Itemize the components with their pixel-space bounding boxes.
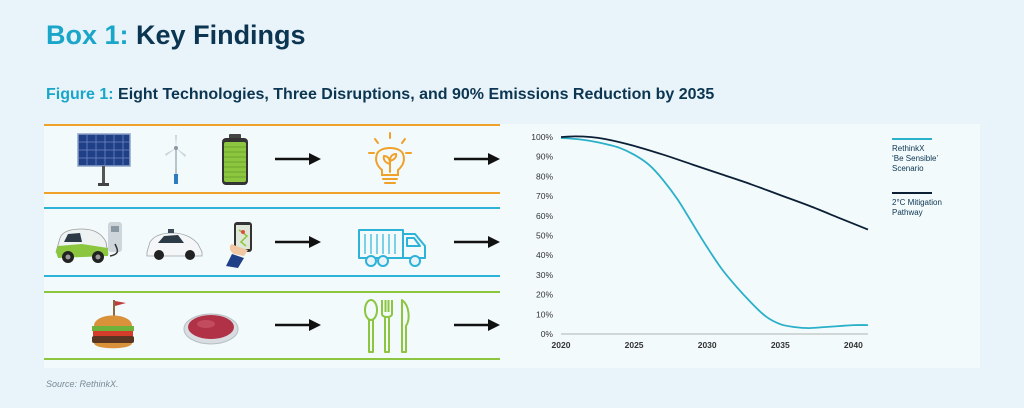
wind-turbine-icon [165,135,186,184]
source-note: Source: RethinkX. [46,379,119,389]
transport-row-bottom-divider [44,275,500,277]
legend-label-0: ‘Be Sensible’ [892,154,938,163]
energy-row-bottom-divider [44,192,500,194]
y-tick-label: 0% [541,329,554,339]
food-row-bottom-divider [44,358,500,360]
transport-input-arrow-icon [275,236,321,248]
cultured-meat-dish-icon [183,313,239,345]
solar-panel-icon [77,133,131,186]
ride-hailing-phone-icon [226,222,252,268]
box-title-prefix: Box 1: [46,20,129,50]
legend-label-1: 2°C Mitigation [892,198,942,207]
legend-label-0: Scenario [892,164,924,173]
box-title: Box 1: Key Findings [46,20,306,51]
y-tick-label: 10% [536,309,553,319]
y-tick-label: 100% [531,132,553,142]
y-tick-label: 20% [536,290,553,300]
food-output-arrow-icon [454,319,500,331]
autonomous-car-icon [146,229,203,260]
x-tick-label: 2025 [625,340,644,350]
legend-label-1: Pathway [892,208,923,217]
legend-label-0: RethinkX [892,144,925,153]
food-input-arrow-icon [275,319,321,331]
y-tick-label: 60% [536,211,553,221]
truck-icon [358,229,426,267]
y-tick-label: 40% [536,250,553,260]
series-line-0 [560,137,869,330]
transport-row-top-divider [44,207,500,209]
y-tick-label: 50% [536,231,553,241]
figure-title-text: Eight Technologies, Three Disruptions, a… [118,86,715,103]
x-tick-label: 2020 [552,340,571,350]
burger-icon [92,300,134,349]
x-tick-label: 2030 [698,340,717,350]
x-tick-label: 2040 [844,340,863,350]
y-tick-label: 80% [536,171,553,181]
transport-output-arrow-icon [454,236,500,248]
food-row-top-divider [44,291,500,293]
energy-row-top-divider [44,124,500,126]
y-tick-label: 30% [536,270,553,280]
cutlery-icon [364,299,410,353]
figure-title-prefix: Figure 1: [46,86,114,103]
figure-title: Figure 1: Eight Technologies, Three Disr… [46,86,714,104]
y-tick-label: 70% [536,191,553,201]
series-line-1 [560,135,869,231]
energy-input-arrow-icon [275,153,321,165]
energy-output-arrow-icon [454,153,500,165]
y-tick-label: 90% [536,152,553,162]
battery-icon [222,134,248,185]
x-tick-label: 2035 [771,340,790,350]
technology-rows [44,124,500,364]
box-title-text: Key Findings [136,20,306,50]
lightbulb-plant-icon [368,132,412,184]
emissions-line-chart: 0% 10% 20% 30% 40% 50% 60% 70% 80% 90% 100% 2020 202… [531,132,942,350]
electric-car-charging-icon [55,222,122,263]
